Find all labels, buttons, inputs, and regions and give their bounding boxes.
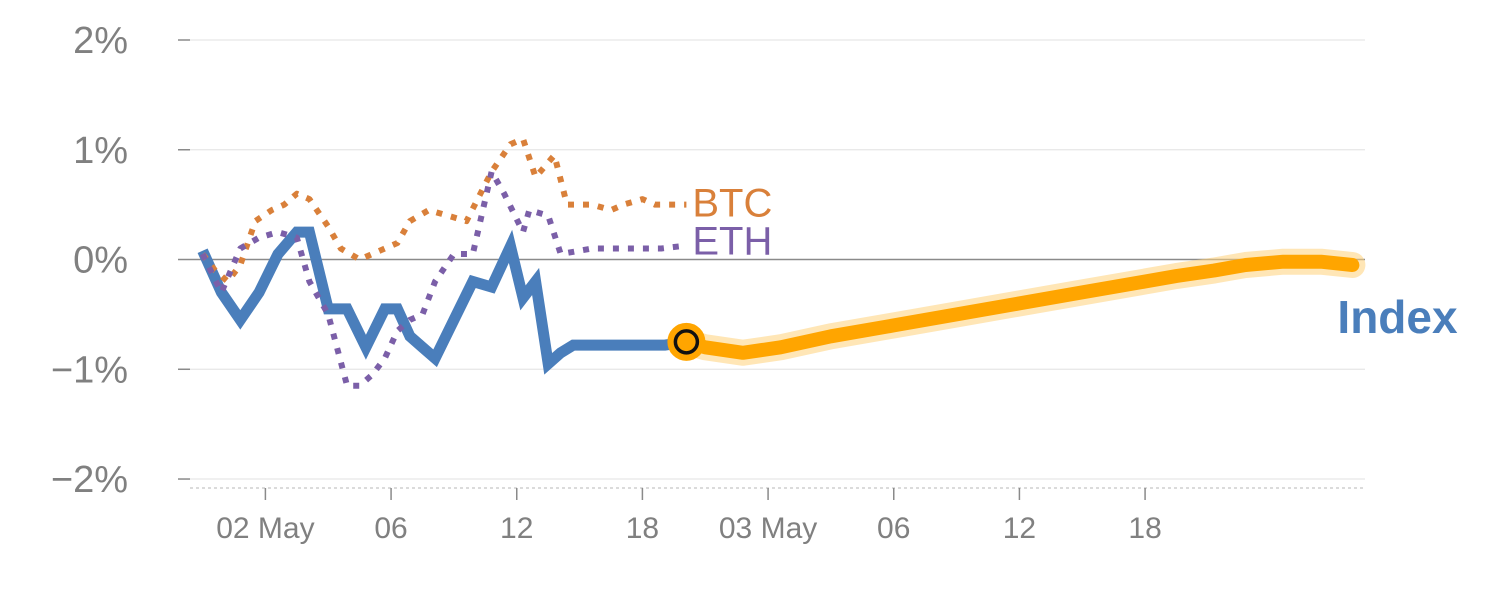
x-tick-label: 18 <box>1128 512 1161 545</box>
index-line <box>197 226 688 375</box>
x-tick-label: 12 <box>1003 512 1036 545</box>
x-tick-label: 03 May <box>719 512 817 545</box>
x-tick-label: 02 May <box>216 512 314 545</box>
index-series-label: Index <box>1337 291 1458 343</box>
y-tick-label: 0% <box>73 240 128 282</box>
x-axis: 02 May 06 12 18 03 May 06 12 18 <box>216 488 1162 545</box>
y-tick-label: 1% <box>73 130 128 172</box>
y-axis: 2% 1% 0% −1% −2% <box>51 20 190 501</box>
series-lines <box>197 135 1366 389</box>
index-forecast-line <box>679 254 1360 360</box>
y-tick-label: −2% <box>51 459 128 501</box>
btc-series-label: BTC <box>692 182 772 226</box>
x-tick-label: 06 <box>374 512 407 545</box>
eth-series-label: ETH <box>692 219 772 263</box>
y-tick-label: 2% <box>73 20 128 62</box>
y-tick-label: −1% <box>51 349 128 391</box>
x-tick-label: 12 <box>500 512 533 545</box>
eth-line <box>199 168 687 389</box>
x-tick-label: 06 <box>877 512 910 545</box>
current-point-marker-ring <box>673 329 700 355</box>
x-tick-label: 18 <box>626 512 659 545</box>
gridlines <box>190 39 1365 489</box>
